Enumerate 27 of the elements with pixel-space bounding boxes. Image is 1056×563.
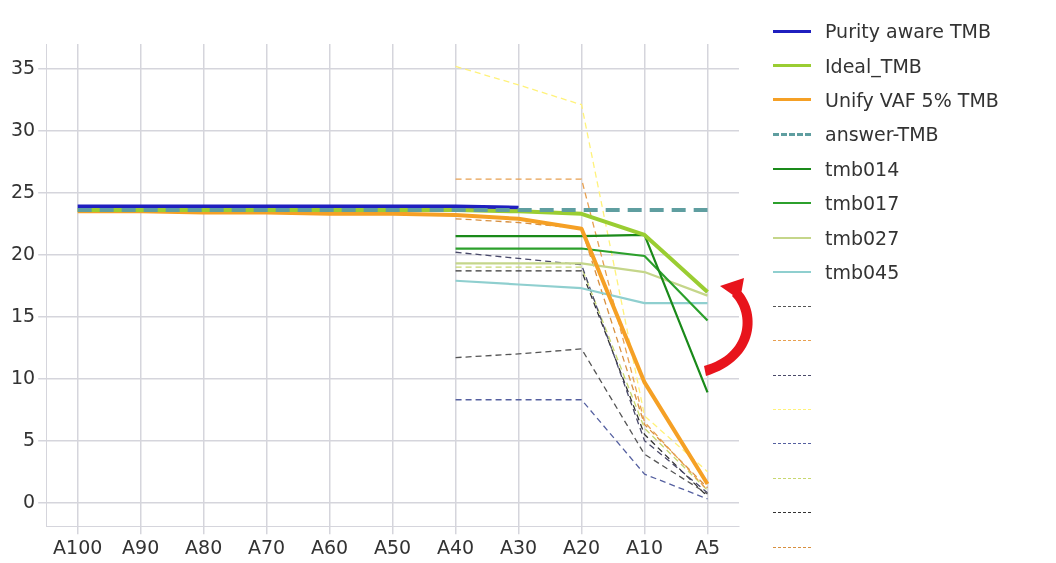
x-tick-label: A20 bbox=[562, 535, 601, 558]
x-tick-label: A80 bbox=[185, 535, 223, 558]
y-tick-label: 0 bbox=[23, 489, 36, 512]
x-tick-label: A5 bbox=[694, 535, 721, 558]
y-tick-label: 10 bbox=[10, 365, 36, 388]
legend-label: tmb017 bbox=[825, 192, 900, 215]
legend-label: tmb027 bbox=[825, 226, 900, 249]
legend-label: Unify VAF 5% TMB bbox=[825, 88, 999, 111]
x-tick-label: A40 bbox=[436, 535, 475, 558]
y-tick-label: 25 bbox=[10, 179, 36, 202]
legend-label: tmb045 bbox=[825, 260, 900, 283]
x-tick-label: A100 bbox=[53, 535, 103, 558]
y-tick-label: 35 bbox=[10, 55, 36, 78]
legend-label: Ideal_TMB bbox=[825, 54, 922, 77]
x-tick-label: A30 bbox=[499, 535, 538, 558]
y-tick-label: 20 bbox=[10, 241, 36, 264]
legend-label: answer-TMB bbox=[825, 123, 939, 146]
x-tick-label: A70 bbox=[248, 535, 286, 558]
y-tick-label: 15 bbox=[10, 303, 36, 326]
legend-label: Purity aware TMB bbox=[825, 20, 991, 43]
legend-label: tmb014 bbox=[825, 157, 900, 180]
x-tick-label: A60 bbox=[311, 535, 349, 558]
y-tick-label: 30 bbox=[10, 117, 36, 140]
y-tick-label: 5 bbox=[23, 427, 36, 450]
x-tick-label: A10 bbox=[625, 535, 664, 558]
x-tick-label: A90 bbox=[122, 535, 160, 558]
x-tick-label: A50 bbox=[373, 535, 412, 558]
